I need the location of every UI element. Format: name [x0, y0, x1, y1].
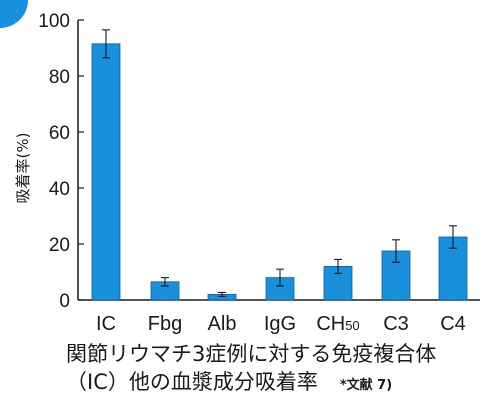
y-tick-label: 100	[38, 11, 70, 32]
error-bar-ch50	[334, 258, 342, 274]
caption-line-2: （IC）他の血漿成分吸着率 *文献 7)	[66, 366, 392, 396]
error-bars	[102, 29, 457, 297]
x-tick-label-ch50: CH50	[316, 313, 359, 335]
x-tick-label-alb: Alb	[208, 313, 237, 335]
error-bar-ic	[102, 29, 110, 59]
error-bar-fbg	[161, 277, 169, 287]
bar-chart: 吸着率(%) 0 20 40 60 80 100 IC Fbg Alb IgG CH50 C3 C4	[0, 0, 480, 335]
x-tick-label-fbg: Fbg	[148, 313, 182, 335]
x-tick-label-c3: C3	[383, 313, 409, 335]
x-tick-label-c4: C4	[440, 313, 466, 335]
error-bar-c3	[392, 239, 400, 263]
error-bar-igg	[276, 268, 284, 287]
y-axis-label: 吸着率(%)	[14, 133, 32, 204]
error-bar-c4	[449, 225, 457, 249]
caption-line-2-text: （IC）他の血漿成分吸着率	[66, 370, 318, 394]
y-tick-label: 40	[49, 179, 70, 200]
caption-line-1: 関節リウマチ3症例に対する免疫複合体	[66, 342, 437, 366]
corner-badge	[0, 0, 28, 28]
y-tick-label: 0	[59, 291, 70, 312]
reference-note: *文献 7)	[339, 378, 393, 393]
x-tick-label-igg: IgG	[264, 313, 296, 335]
y-tick-label: 60	[49, 123, 70, 144]
y-tick-label: 20	[49, 235, 70, 256]
error-bar-alb	[218, 291, 226, 297]
y-tick-label: 80	[49, 67, 70, 88]
bars	[91, 43, 468, 301]
axes	[77, 20, 480, 301]
y-ticks: 0 20 40 60 80 100	[38, 11, 84, 312]
x-tick-label-ic: IC	[96, 313, 116, 335]
bar-ic	[91, 43, 121, 301]
x-tick-labels: IC Fbg Alb IgG CH50 C3 C4	[96, 313, 466, 335]
